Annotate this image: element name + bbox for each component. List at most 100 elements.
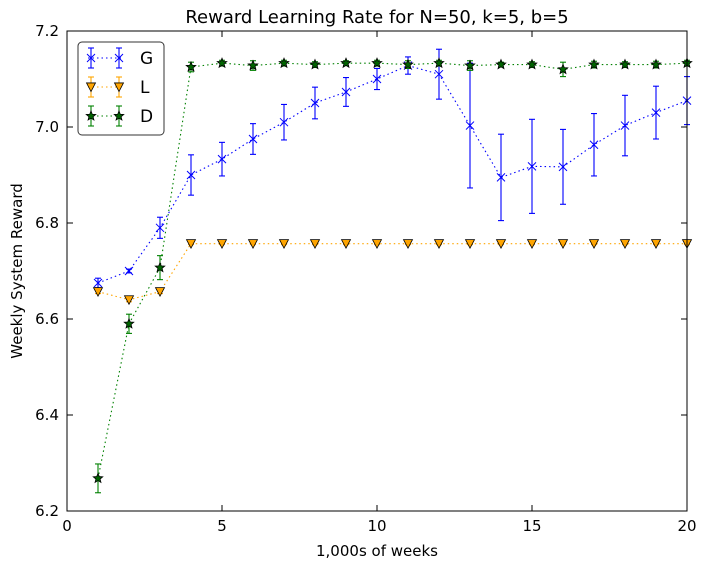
data-point-g-stroke-b: [558, 162, 568, 172]
data-point-l: [371, 239, 383, 249]
data-point-l: [526, 239, 538, 249]
plot-area: 0 5 10 15 20 6.2 6.4 6.6 6.8 7.0 7.2: [35, 22, 696, 535]
data-point-g: [558, 162, 568, 172]
data-point-d: [371, 57, 383, 69]
data-point-g: [465, 121, 475, 130]
legend-label-l: L: [140, 78, 150, 98]
y-axis-label: Weekly System Reward: [8, 183, 26, 358]
data-point-g: [372, 74, 382, 84]
y-tick-label: 6.2: [35, 502, 59, 520]
data-point-g: [248, 134, 258, 144]
legend-marker-g: [114, 53, 124, 63]
data-point-d: [278, 57, 290, 69]
data-point-l: [340, 239, 352, 249]
data-point-g-stroke-b: [93, 278, 103, 288]
data-point-d: [495, 58, 507, 70]
data-point-l: [557, 239, 569, 249]
data-point-g: [186, 170, 196, 180]
data-point-d: [123, 317, 135, 329]
legend-label-d: D: [140, 107, 153, 127]
data-point-g: [93, 278, 103, 288]
data-point-l: [123, 295, 135, 306]
data-point-l: [619, 239, 631, 249]
data-point-g-stroke-b: [248, 134, 258, 144]
x-tick-label: 20: [677, 517, 696, 535]
x-tick-label: 5: [217, 517, 227, 535]
data-point-l: [464, 239, 476, 249]
data-point-l: [588, 239, 600, 249]
data-point-g: [310, 98, 320, 108]
data-point-g: [589, 140, 599, 150]
data-point-g: [217, 154, 227, 164]
data-point-g: [527, 162, 537, 171]
data-point-g-stroke-b: [279, 117, 289, 127]
x-tick-label: 0: [62, 517, 72, 535]
series-line-g: [97, 64, 688, 284]
legend-marker-g-stroke-b: [114, 53, 124, 63]
data-point-g-stroke-b: [527, 162, 537, 171]
x-tick-label: 10: [367, 517, 386, 535]
data-point-g-stroke-b: [341, 87, 351, 97]
y-tick-label: 6.4: [35, 406, 59, 424]
data-point-d: [619, 58, 631, 70]
data-point-g-stroke-b: [155, 223, 165, 233]
data-point-d: [309, 58, 321, 70]
data-point-g: [620, 121, 630, 130]
series-line-l: [97, 243, 687, 301]
data-point-d: [247, 59, 259, 71]
data-point-l: [216, 239, 228, 249]
y-tick-label: 7.2: [35, 22, 59, 40]
data-point-l: [92, 287, 104, 297]
data-point-g-stroke-b: [496, 173, 506, 182]
data-point-d: [340, 57, 352, 69]
data-point-g-stroke-b: [651, 108, 661, 117]
data-point-g-stroke-b: [217, 154, 227, 164]
data-point-g: [651, 108, 661, 117]
data-point-l: [433, 239, 445, 249]
legend-marker-g: [86, 53, 96, 63]
data-point-l: [185, 239, 197, 249]
data-point-d: [216, 57, 228, 69]
data-point-g: [155, 223, 165, 233]
data-point-d: [185, 60, 197, 72]
data-point-g: [279, 117, 289, 127]
data-point-l: [247, 239, 259, 249]
data-point-g-stroke-b: [186, 170, 196, 180]
data-point-g-stroke-b: [589, 140, 599, 150]
data-point-d: [557, 63, 569, 75]
y-tick-label: 6.6: [35, 310, 59, 328]
series-line-d: [97, 62, 688, 479]
data-point-g: [434, 69, 444, 79]
legend: GLD: [77, 41, 165, 136]
data-point-g-stroke-b: [124, 266, 134, 276]
data-point-l: [650, 239, 662, 249]
legend-marker-l: [113, 82, 125, 93]
data-point-l: [309, 239, 321, 249]
data-point-l: [154, 287, 166, 297]
data-point-d: [526, 58, 538, 70]
x-axis-label: 1,000s of weeks: [316, 542, 438, 560]
data-point-g-stroke-b: [465, 121, 475, 130]
legend-marker-l: [85, 82, 97, 93]
data-point-d: [402, 58, 414, 70]
data-point-d: [433, 57, 445, 69]
data-point-g-stroke-b: [434, 69, 444, 79]
data-point-l: [278, 239, 290, 249]
data-point-l: [402, 239, 414, 249]
data-point-g: [496, 173, 506, 182]
data-point-l: [495, 239, 507, 249]
data-point-d: [464, 59, 476, 71]
legend-label-g: G: [140, 49, 153, 69]
data-point-d: [92, 472, 104, 484]
data-point-g: [124, 266, 134, 276]
y-tick-label: 6.8: [35, 214, 59, 232]
data-point-d: [650, 58, 662, 70]
data-point-d: [154, 261, 166, 273]
data-point-g-stroke-b: [620, 121, 630, 130]
data-point-g: [341, 87, 351, 97]
y-tick-label: 7.0: [35, 118, 59, 136]
legend-marker-g-stroke-b: [86, 53, 96, 63]
x-tick-label: 15: [522, 517, 541, 535]
chart-title: Reward Learning Rate for N=50, k=5, b=5: [185, 7, 568, 28]
